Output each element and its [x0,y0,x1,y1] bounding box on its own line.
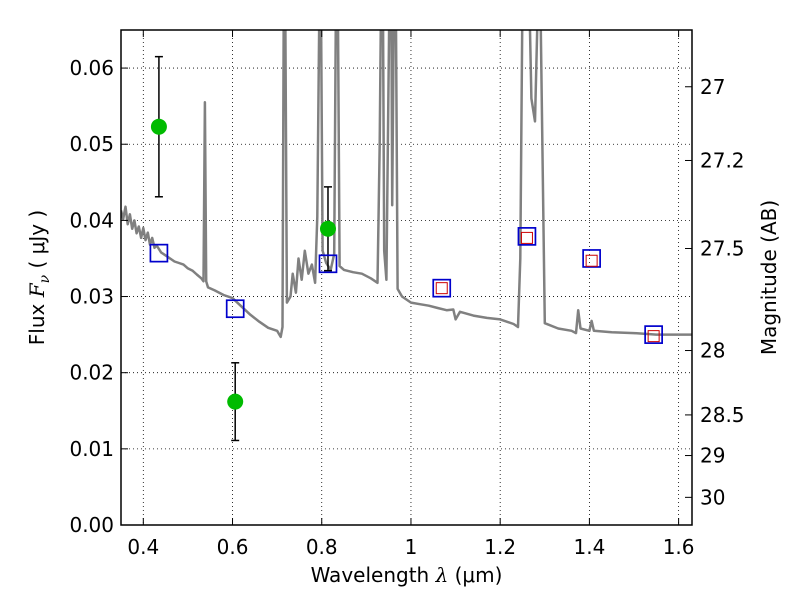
x-tick-label: 0.6 [217,535,249,559]
y2-tick-label: 28.5 [700,403,745,427]
model-square [432,278,452,298]
points-layer [149,55,663,442]
model-square [225,299,245,319]
model-inner-square [647,330,660,343]
y-tick-label: 0.01 [69,437,114,461]
observed-point [319,220,336,237]
y2-tick-label: 29 [700,444,725,468]
y2-axis-label: Magnitude (AB) [757,200,781,355]
model-inner-square [435,282,448,295]
observed-point [227,393,244,410]
y-tick-label: 0.03 [69,285,114,309]
grid [121,30,692,526]
model-square [318,254,338,274]
y-axis-label: Flux Fν ( μJy ) [25,210,53,345]
y-tick-label: 0.06 [69,56,114,80]
y-tick-label: 0.05 [69,132,114,156]
y-tick-label: 0.00 [69,513,114,537]
y-tick-label: 0.02 [69,361,114,385]
model-inner-square [520,231,533,244]
plot-area [121,30,692,525]
sed-model-line [121,30,692,339]
model-square [582,249,601,268]
model-square [517,227,537,246]
x-tick-label: 0.8 [306,535,338,559]
ticks: 0.4 0.6 0.8 1 1.2 1.4 1.6 0.00 0.01 0.02 0.03 0.04 0… [69,30,745,559]
y2-tick-label: 27.2 [700,148,745,172]
x-tick-label: 1.6 [663,535,695,559]
observed-point [150,118,167,135]
y2-tick-label: 27.5 [700,236,745,260]
x-axis-label: Wavelength λ (μm) [311,563,503,587]
model-square [149,243,169,263]
x-tick-label: 1 [405,535,418,559]
x-tick-label: 1.2 [484,535,516,559]
x-tick-label: 1.4 [573,535,605,559]
y-tick-label: 0.04 [69,208,114,232]
model-square [644,325,663,344]
y2-tick-label: 28 [700,339,725,363]
x-tick-label: 0.4 [127,535,159,559]
y2-tick-label: 27 [700,75,725,99]
plot-frame [120,29,693,526]
y2-tick-label: 30 [700,485,725,509]
sed-layer [121,30,692,339]
model-inner-square [585,254,598,267]
